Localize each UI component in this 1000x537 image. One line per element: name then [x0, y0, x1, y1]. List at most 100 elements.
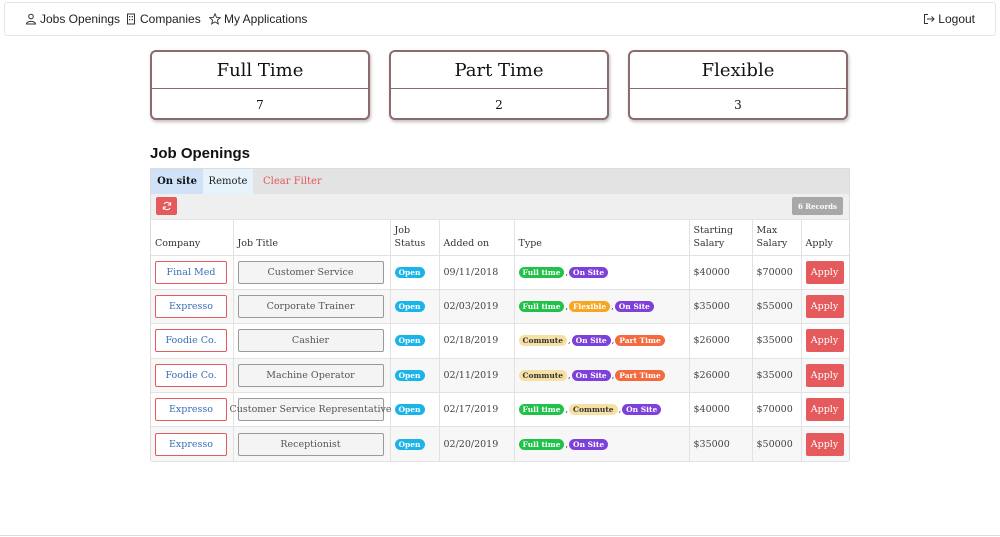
type-badge: Flexible [569, 301, 611, 313]
summary-card-count: 7 [256, 97, 264, 112]
max-salary-cell: $50000 [752, 426, 802, 462]
apply-button[interactable]: Apply [805, 432, 844, 456]
apply-button[interactable]: Apply [805, 363, 844, 387]
filter-tabbar: On site Remote Clear Filter [151, 169, 849, 194]
table-row: Foodie Co. Machine Operator Open 02/11/2019… [151, 358, 849, 394]
job-status-cell: Open [390, 358, 440, 394]
section-title: Job Openings [150, 145, 251, 162]
type-cell: Full time, On Site [514, 426, 690, 462]
column-header-company[interactable]: Company [151, 220, 234, 256]
column-header-added-on[interactable]: Added on [439, 220, 515, 256]
company-button[interactable]: Final Med [155, 260, 227, 284]
column-header-apply: Apply [801, 220, 849, 256]
starting-salary-cell: $40000 [689, 392, 753, 428]
company-button[interactable]: Foodie Co. [155, 363, 227, 387]
added-on-cell: 02/17/2019 [439, 392, 515, 428]
table-header-row: Company Job Title Job Status Added on Ty… [151, 220, 849, 256]
job-title-button[interactable]: Corporate Trainer [237, 295, 384, 319]
company-cell: Foodie Co. [151, 358, 234, 394]
tab-on-site[interactable]: On site [151, 169, 203, 194]
status-badge: Open [394, 335, 425, 347]
company-button[interactable]: Expresso [155, 295, 227, 319]
summary-card-full-time[interactable]: Full Time 7 [150, 50, 370, 120]
table-row: Foodie Co. Cashier Open 02/18/2019 Commute, O… [151, 323, 849, 359]
job-status-cell: Open [390, 392, 440, 428]
type-badge: Commute [569, 404, 618, 416]
type-badge: Part Time [615, 335, 665, 347]
summary-card-part-time[interactable]: Part Time 2 [389, 50, 609, 120]
tab-remote[interactable]: Remote [203, 169, 253, 194]
summary-card-flexible[interactable]: Flexible 3 [628, 50, 848, 120]
refresh-button[interactable] [156, 197, 177, 215]
nav-logout[interactable]: Logout [923, 12, 975, 26]
job-title-button[interactable]: Receptionist [237, 432, 384, 456]
summary-card-title: Part Time [391, 52, 607, 89]
job-title-button[interactable]: Machine Operator [237, 363, 384, 387]
summary-card-count: 2 [495, 97, 503, 112]
max-salary-cell: $35000 [752, 358, 802, 394]
apply-button[interactable]: Apply [805, 295, 844, 319]
type-badge: Commute [518, 335, 568, 347]
type-badge: On Site [571, 335, 611, 347]
status-badge: Open [394, 404, 425, 416]
nav-applications-label: My Applications [224, 12, 308, 26]
nav-jobs-openings[interactable]: Jobs Openings [25, 12, 120, 26]
type-cell: Commute, On Site, Part Time [514, 323, 690, 359]
type-badge: On Site [569, 438, 609, 450]
type-separator: , [611, 370, 615, 380]
company-cell: Foodie Co. [151, 323, 234, 359]
type-separator: , [565, 267, 569, 277]
type-badge: On Site [569, 266, 609, 278]
apply-button[interactable]: Apply [805, 329, 844, 353]
starting-salary-cell: $26000 [689, 323, 753, 359]
job-title-cell: Cashier [233, 323, 391, 359]
job-title-button[interactable]: Cashier [237, 329, 384, 353]
column-header-starting-salary[interactable]: Starting Salary [689, 220, 753, 256]
nav-my-applications[interactable]: My Applications [209, 12, 307, 26]
type-separator: , [618, 405, 622, 415]
added-on-cell: 02/03/2019 [439, 289, 515, 325]
starting-salary-cell: $40000 [689, 255, 753, 290]
job-title-cell: Customer Service Representative [230, 392, 392, 428]
clear-filter-link[interactable]: Clear Filter [263, 176, 322, 187]
logout-icon [924, 14, 936, 24]
top-navbar: Jobs Openings Companies My Applications … [4, 2, 996, 36]
company-cell: Final Med [151, 255, 234, 290]
nav-companies-label: Companies [140, 12, 201, 26]
apply-button[interactable]: Apply [805, 260, 844, 284]
apply-cell: Apply [801, 255, 849, 290]
company-button[interactable]: Foodie Co. [155, 329, 227, 353]
nav-jobs-label: Jobs Openings [40, 12, 121, 26]
type-badge: On Site [614, 301, 654, 313]
job-status-cell: Open [390, 289, 440, 325]
apply-cell: Apply [801, 392, 849, 428]
column-header-type[interactable]: Type [514, 220, 690, 256]
type-separator: , [611, 336, 615, 346]
job-openings-panel: On site Remote Clear Filter 6 Records Co… [150, 168, 850, 462]
company-button[interactable]: Expresso [155, 398, 227, 422]
apply-button[interactable]: Apply [805, 398, 844, 422]
job-title-cell: Machine Operator [233, 358, 391, 394]
column-header-max-salary[interactable]: Max Salary [752, 220, 802, 256]
table-toolbar: 6 Records [151, 194, 849, 220]
user-icon [25, 13, 37, 25]
nav-companies[interactable]: Companies [125, 12, 201, 26]
type-badge: Full time [518, 301, 565, 313]
column-header-job-status[interactable]: Job Status [390, 220, 440, 256]
type-separator: , [611, 302, 614, 312]
added-on-cell: 02/18/2019 [439, 323, 515, 359]
column-header-job-title[interactable]: Job Title [233, 220, 391, 256]
apply-cell: Apply [801, 358, 849, 394]
starting-salary-cell: $26000 [689, 358, 753, 394]
type-separator: , [565, 405, 569, 415]
type-cell: Full time, On Site [514, 255, 690, 290]
company-button[interactable]: Expresso [155, 432, 227, 456]
status-badge: Open [394, 438, 425, 450]
table-row: Final Med Customer Service Open 09/11/2018 F… [151, 255, 849, 290]
table-row: Expresso Customer Service Representative O… [151, 392, 849, 428]
job-title-button[interactable]: Customer Service [237, 260, 384, 284]
type-cell: Commute, On Site, Part Time [514, 358, 690, 394]
job-title-button[interactable]: Customer Service Representative [230, 398, 392, 422]
page-divider [0, 535, 1000, 536]
type-badge: Full time [518, 404, 565, 416]
